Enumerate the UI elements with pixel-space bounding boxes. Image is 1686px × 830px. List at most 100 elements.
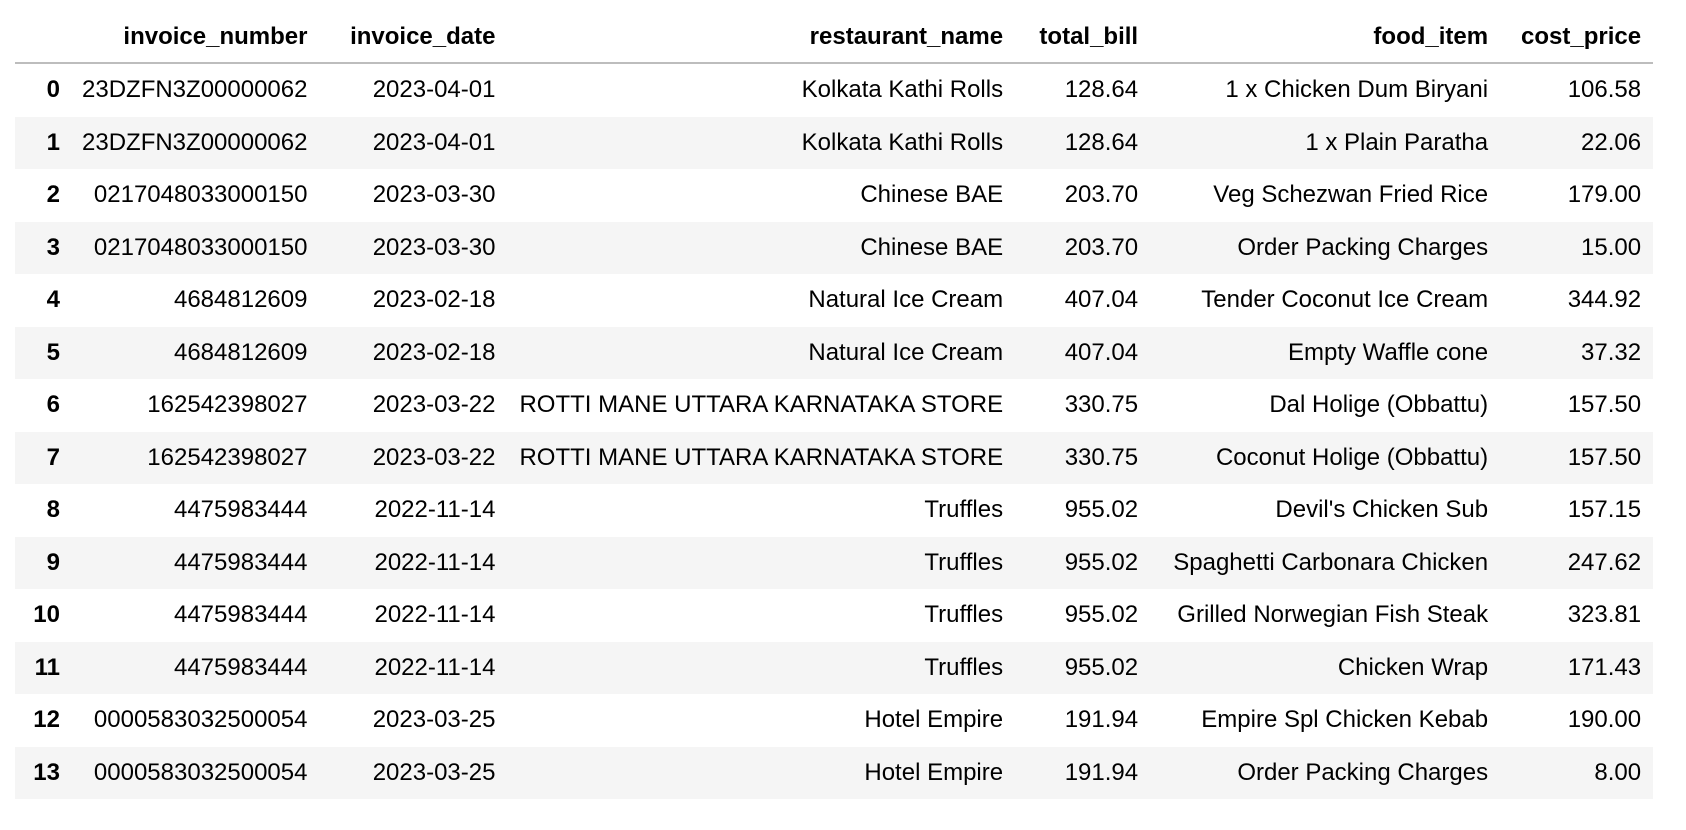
cell-invoice-date: 2023-02-18 <box>372 338 496 366</box>
cell-total-bill: 407.04 <box>1064 286 1139 314</box>
cell-restaurant-name: ROTTI MANE UTTARA KARNATAKA STORE <box>519 443 1004 471</box>
cell-invoice-number: 4684812609 <box>173 338 308 366</box>
cell-total-bill: 330.75 <box>1064 443 1139 471</box>
dataframe-table: invoice_number invoice_date restaurant_n… <box>15 12 1654 799</box>
cell-invoice-date: 2022-11-14 <box>374 653 496 681</box>
cell-food-item: Order Packing Charges <box>1237 758 1489 786</box>
cell-restaurant-name: Hotel Empire <box>864 758 1004 786</box>
table-header: invoice_number invoice_date restaurant_n… <box>15 12 1654 64</box>
cell-total-bill: 191.94 <box>1064 706 1139 734</box>
cell-invoice-date: 2022-11-14 <box>374 548 496 576</box>
row-index: 2 <box>46 181 60 209</box>
cell-restaurant-name: Truffles <box>924 653 1004 681</box>
row-index: 11 <box>34 653 60 681</box>
cell-food-item: Tender Coconut Ice Cream <box>1201 286 1489 314</box>
cell-invoice-number: 0000583032500054 <box>93 758 308 786</box>
row-index: 0 <box>46 76 60 104</box>
cell-invoice-number: 162542398027 <box>147 391 308 419</box>
cell-total-bill: 955.02 <box>1064 548 1139 576</box>
table-row: 9 4475983444 2022-11-14 Truffles 955.02 Spagh… <box>15 536 1654 589</box>
row-index: 8 <box>46 496 60 524</box>
cell-food-item: Chicken Wrap <box>1337 653 1489 681</box>
cell-restaurant-name: Chinese BAE <box>860 181 1004 209</box>
cell-invoice-number: 162542398027 <box>147 443 308 471</box>
row-index: 13 <box>33 758 60 786</box>
cell-cost-price: 8.00 <box>1594 758 1642 786</box>
column-header-invoice-number: invoice_number <box>70 12 320 64</box>
cell-invoice-number: 0000583032500054 <box>93 706 308 734</box>
cell-food-item: 1 x Chicken Dum Biryani <box>1225 76 1489 104</box>
cell-food-item: Coconut Holige (Obbattu) <box>1215 443 1489 471</box>
cell-invoice-date: 2023-03-30 <box>372 181 496 209</box>
cell-restaurant-name: Natural Ice Cream <box>808 338 1004 366</box>
table-row: 7 162542398027 2023-03-22 ROTTI MANE UTTARA… <box>15 431 1654 484</box>
table-row: 0 23DZFN3Z00000062 2023-04-01 Kolkata Kathi… <box>15 63 1654 117</box>
column-header-total-bill: total_bill <box>1015 12 1151 64</box>
table-row: 13 0000583032500054 2023-03-25 Hotel Empire… <box>15 746 1654 799</box>
cell-invoice-date: 2023-03-30 <box>372 233 496 261</box>
cell-invoice-date: 2023-03-25 <box>372 706 496 734</box>
table-row: 5 4684812609 2023-02-18 Natural Ice Cream 40… <box>15 326 1654 379</box>
cell-total-bill: 203.70 <box>1064 181 1139 209</box>
cell-cost-price: 179.00 <box>1567 181 1642 209</box>
column-header-cost-price: cost_price <box>1500 12 1654 64</box>
row-index: 6 <box>46 391 60 419</box>
cell-cost-price: 323.81 <box>1567 601 1642 629</box>
cell-invoice-number: 4475983444 <box>173 548 308 576</box>
table-row: 11 4475983444 2022-11-14 Truffles 955.02 Chic… <box>15 641 1654 694</box>
cell-cost-price: 190.00 <box>1567 706 1642 734</box>
cell-restaurant-name: Chinese BAE <box>860 233 1004 261</box>
cell-food-item: Grilled Norwegian Fish Steak <box>1177 601 1489 629</box>
cell-total-bill: 203.70 <box>1064 233 1139 261</box>
cell-restaurant-name: Kolkata Kathi Rolls <box>801 76 1004 104</box>
cell-invoice-number: 0217048033000150 <box>93 233 308 261</box>
cell-food-item: 1 x Plain Paratha <box>1305 128 1489 156</box>
cell-restaurant-name: Natural Ice Cream <box>808 286 1004 314</box>
row-index: 4 <box>46 286 60 314</box>
cell-food-item: Dal Holige (Obbattu) <box>1269 391 1489 419</box>
cell-cost-price: 22.06 <box>1581 128 1642 156</box>
row-index: 5 <box>46 338 60 366</box>
cell-food-item: Order Packing Charges <box>1237 233 1489 261</box>
cell-total-bill: 128.64 <box>1064 128 1139 156</box>
column-header-restaurant-name: restaurant_name <box>507 12 1016 64</box>
cell-restaurant-name: Truffles <box>924 548 1004 576</box>
cell-food-item: Spaghetti Carbonara Chicken <box>1173 548 1489 576</box>
cell-total-bill: 955.02 <box>1064 601 1139 629</box>
cell-cost-price: 157.50 <box>1567 443 1642 471</box>
row-index: 7 <box>46 443 60 471</box>
cell-cost-price: 15.00 <box>1581 233 1642 261</box>
row-index: 10 <box>33 601 60 629</box>
cell-invoice-date: 2023-02-18 <box>372 286 496 314</box>
cell-cost-price: 106.58 <box>1567 76 1642 104</box>
cell-invoice-date: 2023-04-01 <box>372 76 496 104</box>
dataframe-output: invoice_number invoice_date restaurant_n… <box>15 12 1654 799</box>
cell-cost-price: 344.92 <box>1567 286 1642 314</box>
cell-total-bill: 330.75 <box>1064 391 1139 419</box>
cell-invoice-date: 2023-03-25 <box>372 758 496 786</box>
cell-restaurant-name: Truffles <box>924 496 1004 524</box>
cell-restaurant-name: Hotel Empire <box>864 706 1004 734</box>
cell-invoice-date: 2022-11-14 <box>374 601 496 629</box>
row-index: 3 <box>46 233 60 261</box>
cell-invoice-date: 2023-04-01 <box>372 128 496 156</box>
cell-invoice-number: 4475983444 <box>173 653 308 681</box>
cell-total-bill: 955.02 <box>1064 653 1139 681</box>
cell-food-item: Empire Spl Chicken Kebab <box>1201 706 1489 734</box>
cell-cost-price: 37.32 <box>1581 338 1642 366</box>
table-row: 1 23DZFN3Z00000062 2023-04-01 Kolkata Kathi… <box>15 116 1654 169</box>
cell-restaurant-name: ROTTI MANE UTTARA KARNATAKA STORE <box>519 391 1004 419</box>
cell-food-item: Empty Waffle cone <box>1288 338 1489 366</box>
cell-cost-price: 171.43 <box>1567 653 1642 681</box>
cell-invoice-date: 2022-11-14 <box>374 496 496 524</box>
cell-total-bill: 191.94 <box>1064 758 1139 786</box>
row-index: 12 <box>33 706 60 734</box>
table-row: 6 162542398027 2023-03-22 ROTTI MANE UTTARA… <box>15 379 1654 432</box>
cell-invoice-date: 2023-03-22 <box>372 443 496 471</box>
cell-cost-price: 157.15 <box>1567 496 1642 524</box>
header-row: invoice_number invoice_date restaurant_n… <box>15 12 1654 64</box>
cell-invoice-number: 0217048033000150 <box>93 181 308 209</box>
table-row: 2 0217048033000150 2023-03-30 Chinese BAE 20… <box>15 169 1654 222</box>
cell-invoice-date: 2023-03-22 <box>372 391 496 419</box>
cell-restaurant-name: Truffles <box>924 601 1004 629</box>
